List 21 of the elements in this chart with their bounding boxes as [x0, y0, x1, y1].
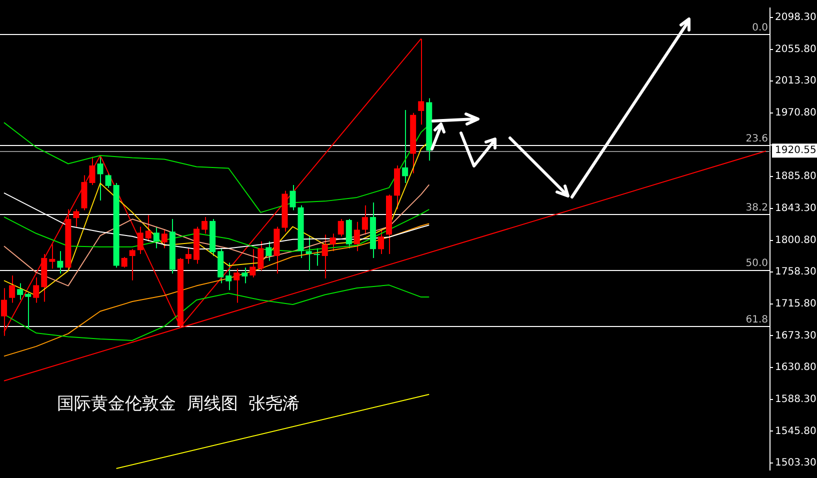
y-tick-label: 1630.80 — [775, 362, 816, 374]
annotation: 50.0 — [746, 258, 768, 270]
y-tick-label: 1843.30 — [775, 203, 816, 214]
y-tick-label: 1503.30 — [775, 458, 816, 469]
ref-line-label: 1920.55 — [775, 145, 816, 156]
y-tick-label: 1715.80 — [775, 298, 816, 310]
y-tick-label: 1885.80 — [775, 171, 816, 182]
y-tick-label: 2098.30 — [775, 12, 816, 24]
y-tick-label: 1970.80 — [775, 108, 816, 119]
annotation: 23.6 — [746, 134, 768, 145]
annotation: 0.0 — [752, 22, 768, 34]
y-tick-label: 1545.80 — [775, 426, 816, 437]
annotation: 61.8 — [746, 314, 768, 326]
y-tick-label: 1800.80 — [775, 234, 816, 246]
y-tick-label: 2013.30 — [775, 76, 816, 87]
y-tick-label: 1673.30 — [775, 330, 816, 342]
y-tick-label: 2055.80 — [775, 44, 816, 55]
annotation: 38.2 — [746, 202, 768, 214]
text: 国际黄金伦敦金 周线图 张尧浠 — [57, 393, 300, 415]
y-tick-label: 1758.30 — [775, 266, 816, 278]
y-tick-label: 1588.30 — [775, 394, 816, 405]
